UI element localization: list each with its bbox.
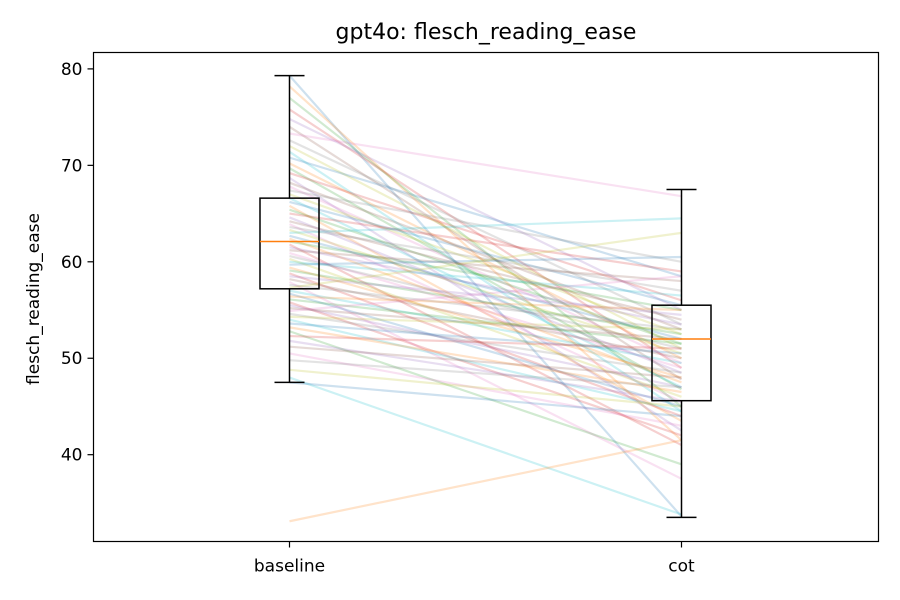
pair-line [289,132,682,198]
y-tick-label: 50 [61,349,83,369]
pair-line [289,237,682,384]
y-tick-label: 40 [61,446,83,466]
pair-line [289,246,682,326]
pair-line [288,204,683,422]
pair-line [289,189,682,263]
box-iqr [259,197,320,290]
pair-line [289,254,682,350]
pair-line [289,278,682,360]
pair-line [289,255,682,266]
pair-line [288,145,683,350]
pair-line [289,359,682,389]
pair-line [289,162,682,360]
pair-line [289,172,682,302]
pair-line [288,74,683,518]
pair-line [289,200,682,307]
pair-line [289,275,682,313]
x-tick-label: baseline [254,557,325,577]
y-tick-label: 60 [61,253,83,273]
pair-line [288,176,683,432]
pair-line [288,167,683,391]
pair-line [289,156,682,278]
boxes [259,74,712,519]
pair-line [289,272,682,418]
plot-frame [92,51,880,543]
x-tick-label: cot [668,557,695,577]
pair-line [288,108,683,369]
pair-line [288,150,683,413]
pair-line [289,275,682,316]
pair-line [289,118,682,312]
y-tick-label: 70 [61,156,83,176]
pair-line [289,223,682,403]
pair-line [289,298,682,345]
pair-line [288,125,683,381]
pair-line [289,318,682,413]
pair-line [289,283,682,331]
pair-line [289,439,682,523]
pair-line [289,228,682,355]
pair-line [289,269,682,336]
pair-line [288,85,683,442]
chart-title: gpt4o: flesch_reading_ease [336,20,637,45]
pair-line [289,216,682,374]
pair-line [289,368,682,408]
pair-line [289,197,682,389]
pair-line [289,212,682,273]
pair-line [289,330,682,466]
pair-line [289,376,682,516]
pair-line [289,281,682,480]
box-iqr [651,304,712,402]
pair-line [289,249,682,283]
pair-line [289,252,682,369]
pair-line [289,315,682,331]
pair-line [289,345,682,379]
pair-line [289,339,682,403]
pair-line [289,301,682,437]
pair-line [289,326,682,394]
axes: 40 50 60 70 80 baseline cot [61,60,695,577]
pair-lines [288,74,683,523]
pair-line [289,322,682,355]
pair-line [289,234,682,341]
pair-line [289,334,682,350]
pair-line [289,352,682,427]
y-axis-label: flesch_reading_ease [24,213,44,385]
pair-line [289,295,682,312]
pair-line [289,220,682,321]
y-tick-label: 80 [61,60,83,80]
pair-line [289,208,682,345]
pair-line [289,292,682,408]
pair-line [289,312,682,374]
pair-line [289,289,682,365]
pair-line [289,240,682,312]
pair-line [289,381,682,418]
pair-line [289,231,682,289]
pair-line [289,217,682,234]
pair-line [289,260,682,297]
pair-line [289,193,682,336]
pair-line [288,243,683,447]
pair-line [289,304,682,389]
pair-line [289,185,682,365]
pair-line [289,306,682,341]
pair-line [289,181,682,331]
pair-line [289,225,682,292]
pair-line [289,266,682,379]
pair-line [289,139,682,326]
pair-line [289,257,682,398]
pair-line [288,96,683,408]
